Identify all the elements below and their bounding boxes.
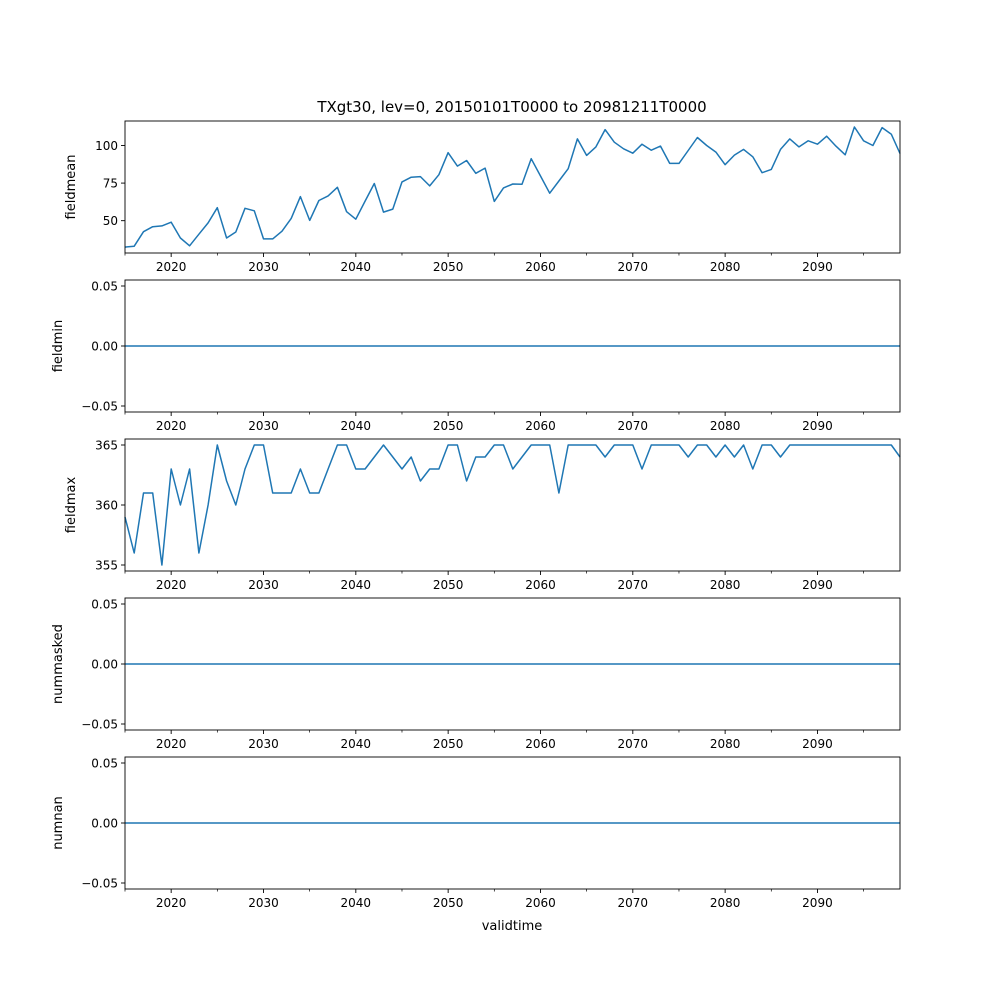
x-tick-label: 2040 [341,737,372,751]
x-tick-label: 2020 [156,260,187,274]
x-tick-label: 2070 [618,260,649,274]
y-tick-label: −0.05 [81,400,118,414]
x-tick-label: 2050 [433,419,464,433]
x-tick-label: 2090 [802,260,833,274]
subplot-nummasked: 2020 2030 2040 2050 2060 2070 2080 2090 −0.05 0.0… [51,598,901,751]
x-tick-label: 2040 [341,896,372,910]
x-tick-label: 2050 [433,737,464,751]
y-tick-label: 0.05 [91,757,118,771]
x-tick-label: 2050 [433,260,464,274]
x-axis-label: validtime [482,919,543,934]
x-tick-label: 2030 [248,419,279,433]
y-tick-label: 100 [95,139,118,153]
x-tick-label: 2080 [710,419,741,433]
y-axis-label: fieldmin [51,320,66,373]
y-axis-label: numnan [51,796,66,850]
x-tick-label: 2090 [802,737,833,751]
subplot-fieldmin: 2020 2030 2040 2050 2060 2070 2080 2090 −0.05 0.0… [51,280,901,433]
x-tick-label: 2040 [341,419,372,433]
x-tick-label: 2020 [156,737,187,751]
y-tick-label: 75 [103,177,118,191]
x-tick-label: 2030 [248,737,279,751]
y-tick-label: 0.00 [91,340,118,354]
y-tick-label: 0.05 [91,598,118,612]
y-tick-label: 355 [95,559,118,573]
x-tick-label: 2060 [525,419,556,433]
y-tick-label: 0.05 [91,280,118,294]
x-tick-label: 2020 [156,578,187,592]
y-tick-label: 0.00 [91,658,118,672]
subplot-numnan: 2020 2030 2040 2050 2060 2070 2080 2090 −0.05 0.0… [51,757,901,910]
x-tick-label: 2090 [802,896,833,910]
x-tick-label: 2040 [341,260,372,274]
x-tick-label: 2060 [525,737,556,751]
chart-title: TXgt30, lev=0, 20150101T0000 to 20981211… [316,98,706,116]
x-tick-label: 2050 [433,896,464,910]
subplot-fieldmean: 2020 2030 2040 2050 2060 2070 2080 2090 50 75 100 f… [64,120,901,274]
y-axis-label: fieldmax [64,477,79,534]
x-tick-label: 2070 [618,896,649,910]
x-tick-label: 2040 [341,578,372,592]
x-tick-label: 2080 [710,260,741,274]
y-tick-label: −0.05 [81,877,118,891]
y-tick-label: 365 [95,439,118,453]
x-tick-label: 2090 [802,578,833,592]
y-axis-label: fieldmean [64,155,79,220]
y-tick-label: 50 [103,214,118,228]
fieldmean-axes-frame [124,120,901,254]
y-tick-label: −0.05 [81,718,118,732]
y-tick-label: 360 [95,499,118,513]
x-tick-label: 2030 [248,578,279,592]
x-tick-label: 2060 [525,578,556,592]
y-axis-label: nummasked [51,624,66,704]
x-tick-label: 2080 [710,896,741,910]
x-tick-label: 2020 [156,896,187,910]
fieldmax-series-line [124,444,901,566]
x-tick-label: 2060 [525,260,556,274]
x-tick-label: 2050 [433,578,464,592]
x-tick-label: 2070 [618,419,649,433]
y-tick-label: 0.00 [91,817,118,831]
fieldmean-series-line [124,126,901,248]
x-tick-label: 2030 [248,260,279,274]
x-tick-label: 2070 [618,737,649,751]
x-tick-label: 2080 [710,737,741,751]
subplots: 2020 2030 2040 2050 2060 2070 2080 2090 50 75 100 f… [51,120,901,910]
x-tick-label: 2070 [618,578,649,592]
x-tick-label: 2020 [156,419,187,433]
x-tick-label: 2080 [710,578,741,592]
subplot-fieldmax: 2020 2030 2040 2050 2060 2070 2080 2090 355 360 36… [64,439,901,592]
x-tick-label: 2060 [525,896,556,910]
x-tick-label: 2030 [248,896,279,910]
x-tick-label: 2090 [802,419,833,433]
